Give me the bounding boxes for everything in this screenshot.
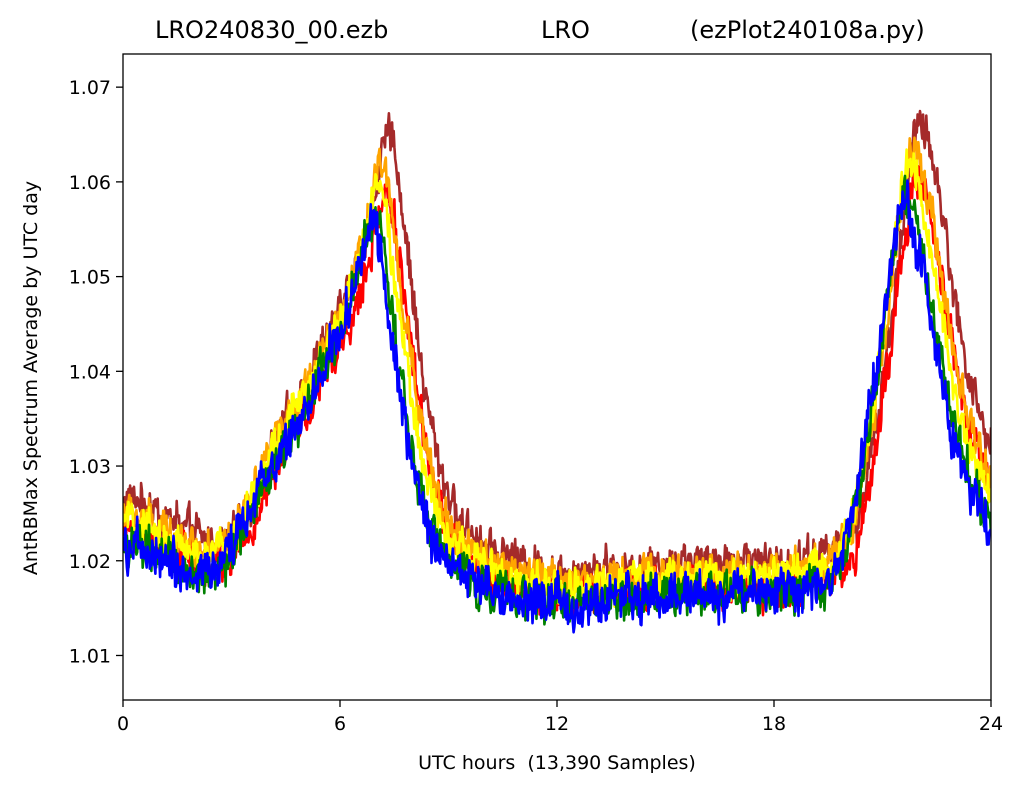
y-tick-label: 1.07 — [69, 77, 111, 99]
chart-title-filename: LRO240830_00.ezb — [155, 16, 389, 44]
chart-title-station: LRO — [541, 16, 590, 44]
series-line-red — [123, 164, 991, 619]
y-tick-label: 1.01 — [69, 645, 111, 667]
y-tick-label: 1.05 — [69, 267, 111, 289]
y-tick-label: 1.03 — [69, 456, 111, 478]
y-tick-label: 1.04 — [69, 361, 111, 383]
y-tick-label: 1.02 — [69, 551, 111, 573]
x-tick-label: 24 — [979, 713, 1003, 735]
series-line-blue — [123, 179, 991, 634]
x-tick-label: 12 — [545, 713, 569, 735]
y-axis-label: AntRBMax Spectrum Average by UTC day — [20, 180, 42, 576]
y-tick-label: 1.06 — [69, 172, 111, 194]
series-line-green — [123, 174, 991, 626]
x-tick-label: 18 — [762, 713, 786, 735]
x-tick-label: 6 — [334, 713, 346, 735]
x-axis-label: UTC hours (13,390 Samples) — [418, 752, 696, 774]
x-tick-label: 0 — [117, 713, 129, 735]
chart-title-script: (ezPlot240108a.py) — [690, 16, 925, 44]
